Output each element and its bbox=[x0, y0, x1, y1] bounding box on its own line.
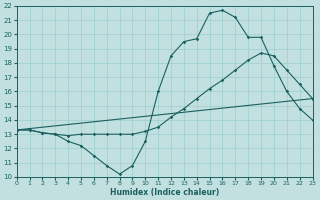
X-axis label: Humidex (Indice chaleur): Humidex (Indice chaleur) bbox=[110, 188, 219, 197]
